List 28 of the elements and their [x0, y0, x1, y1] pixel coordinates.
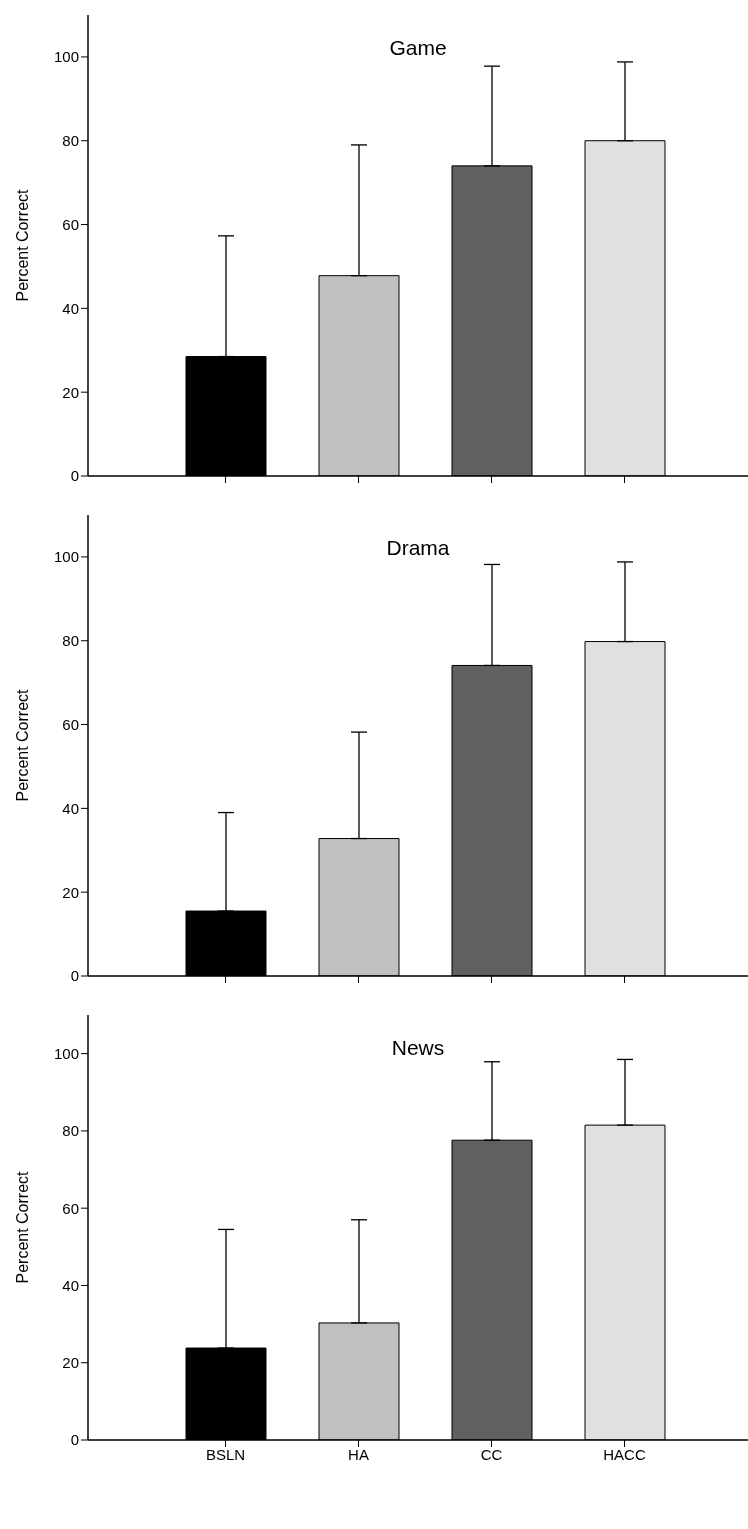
text: Game [388, 36, 448, 60]
x-tick-label: HA [348, 1445, 369, 1463]
text: News [390, 1036, 446, 1060]
y-tick-label: 60 [62, 1199, 79, 1217]
y-tick-label: 20 [62, 883, 79, 901]
y-tick-label: 80 [62, 1122, 79, 1140]
x-tick-label: BSLN [205, 1445, 246, 1463]
y-tick-label: 100 [53, 1044, 79, 1062]
y-tick-label: 0 [70, 967, 79, 985]
y-tick-label: 100 [53, 48, 79, 66]
y-tick-label: 40 [62, 799, 79, 817]
x-tick-label: CC [480, 1445, 503, 1463]
y-tick-label: 80 [62, 632, 79, 650]
y-tick-label: 20 [62, 1354, 79, 1372]
y-axis-title: Percent Correct [13, 688, 31, 802]
y-tick-label: 40 [62, 299, 79, 317]
y-tick-label: 100 [53, 548, 79, 566]
y-tick-label: 0 [70, 467, 79, 485]
y-tick-label: 60 [62, 215, 79, 233]
y-axis-title: Percent Correct [13, 1170, 31, 1284]
x-tick-label: HACC [603, 1445, 646, 1463]
y-tick-label: 80 [62, 132, 79, 150]
y-tick-label: 20 [62, 383, 79, 401]
text: Drama [385, 536, 451, 560]
y-tick-label: 40 [62, 1276, 79, 1294]
y-tick-label: 0 [70, 1431, 79, 1449]
y-axis-title: Percent Correct [13, 188, 31, 302]
y-tick-label: 60 [62, 715, 79, 733]
